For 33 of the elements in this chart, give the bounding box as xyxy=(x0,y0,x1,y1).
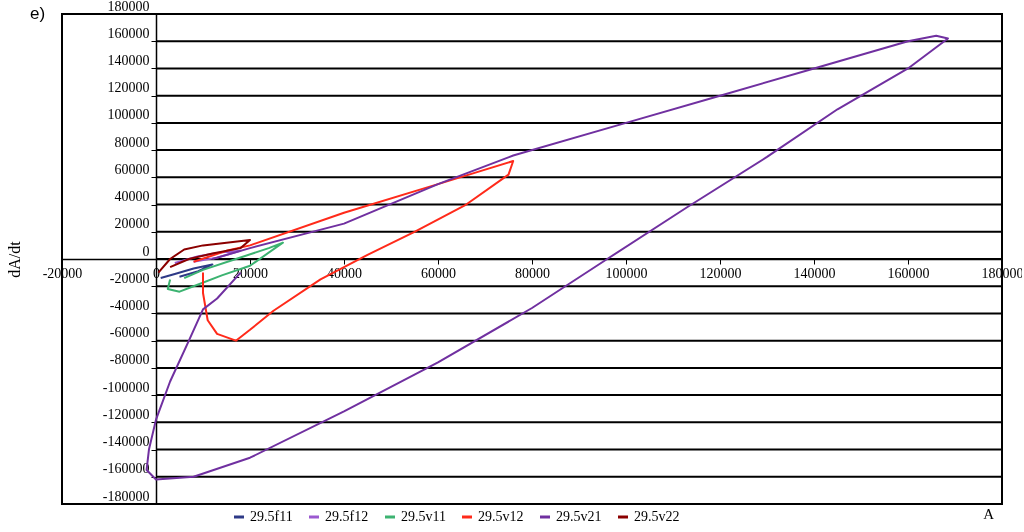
y-axis-title: dA/dt xyxy=(5,240,23,278)
legend-label: 29.5v12 xyxy=(478,509,524,524)
y-tick-label: 140000 xyxy=(107,52,150,68)
y-tick-label: 20000 xyxy=(114,216,150,232)
text: e) xyxy=(30,4,46,24)
y-tick-label: -80000 xyxy=(109,352,150,368)
y-tick-label: -140000 xyxy=(102,434,150,450)
legend-label: 29.5v21 xyxy=(556,509,602,524)
legend-label: 29.5f11 xyxy=(250,509,293,524)
legend-label: 29.5f12 xyxy=(325,509,369,524)
x-tick-label: 60000 xyxy=(421,265,456,281)
y-tick-label: 120000 xyxy=(107,80,150,96)
x-tick-label: 100000 xyxy=(605,265,648,281)
y-tick-label: -100000 xyxy=(102,379,150,395)
x-tick-label: 80000 xyxy=(515,265,550,281)
legend-label: 29.5v11 xyxy=(401,509,446,524)
y-tick-label: 60000 xyxy=(114,161,150,177)
y-tick-label: -40000 xyxy=(109,297,150,313)
y-tick-label: 180000 xyxy=(107,0,150,14)
y-tick-label: 80000 xyxy=(114,134,150,150)
y-tick-label: 160000 xyxy=(107,25,150,41)
x-tick-label: 120000 xyxy=(699,265,742,281)
legend-label: 29.5v22 xyxy=(634,509,680,524)
y-tick-label: -120000 xyxy=(102,406,150,422)
y-tick-label: 40000 xyxy=(114,189,150,205)
x-tick-label: 20000 xyxy=(233,265,268,281)
x-tick-label: 160000 xyxy=(887,265,930,281)
y-tick-label: -180000 xyxy=(102,488,150,504)
y-tick-label: 0 xyxy=(142,243,150,259)
y-tick-label: 100000 xyxy=(107,107,150,123)
x-axis-title: A xyxy=(983,506,994,523)
x-tick-label: 140000 xyxy=(793,265,836,281)
y-tick-label: -60000 xyxy=(109,325,150,341)
